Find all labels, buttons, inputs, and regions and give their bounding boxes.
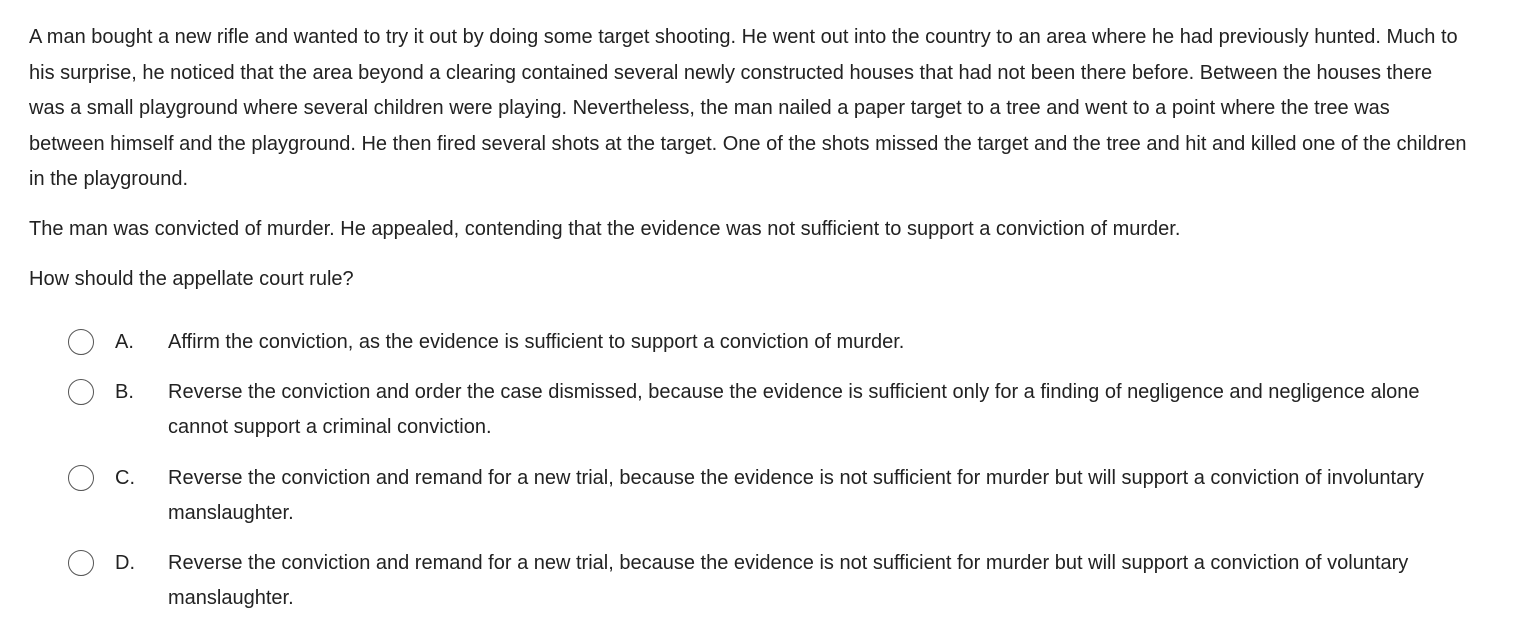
question-stem: A man bought a new rifle and wanted to t… [29,20,1469,294]
option-letter-d: D. [115,552,135,574]
radio-button-b[interactable] [68,379,94,405]
question-prompt-text: How should the appellate court rule? [29,267,354,290]
answer-option-d[interactable]: D. Reverse the conviction and remand for… [68,546,1488,616]
radio-button-d[interactable] [68,550,94,576]
answer-option-b[interactable]: B. Reverse the conviction and order the … [68,375,1488,445]
answer-option-c[interactable]: C. Reverse the conviction and remand for… [68,461,1488,531]
option-letter-c: C. [115,467,135,489]
option-text-a: Affirm the conviction, as the evidence i… [168,331,905,353]
answer-option-a[interactable]: A. Affirm the conviction, as the evidenc… [68,325,1488,360]
radio-button-a[interactable] [68,329,94,355]
option-text-d: Reverse the conviction and remand for a … [168,552,1409,609]
answer-options: A. Affirm the conviction, as the evidenc… [68,325,1488,616]
option-text-c: Reverse the conviction and remand for a … [168,467,1424,524]
option-text-b: Reverse the conviction and order the cas… [168,381,1420,438]
question-scenario-text: A man bought a new rifle and wanted to t… [29,26,1467,190]
radio-button-c[interactable] [68,465,94,491]
option-letter-a: A. [115,331,134,353]
question-facts-text: The man was convicted of murder. He appe… [29,217,1181,240]
option-letter-b: B. [115,381,134,403]
